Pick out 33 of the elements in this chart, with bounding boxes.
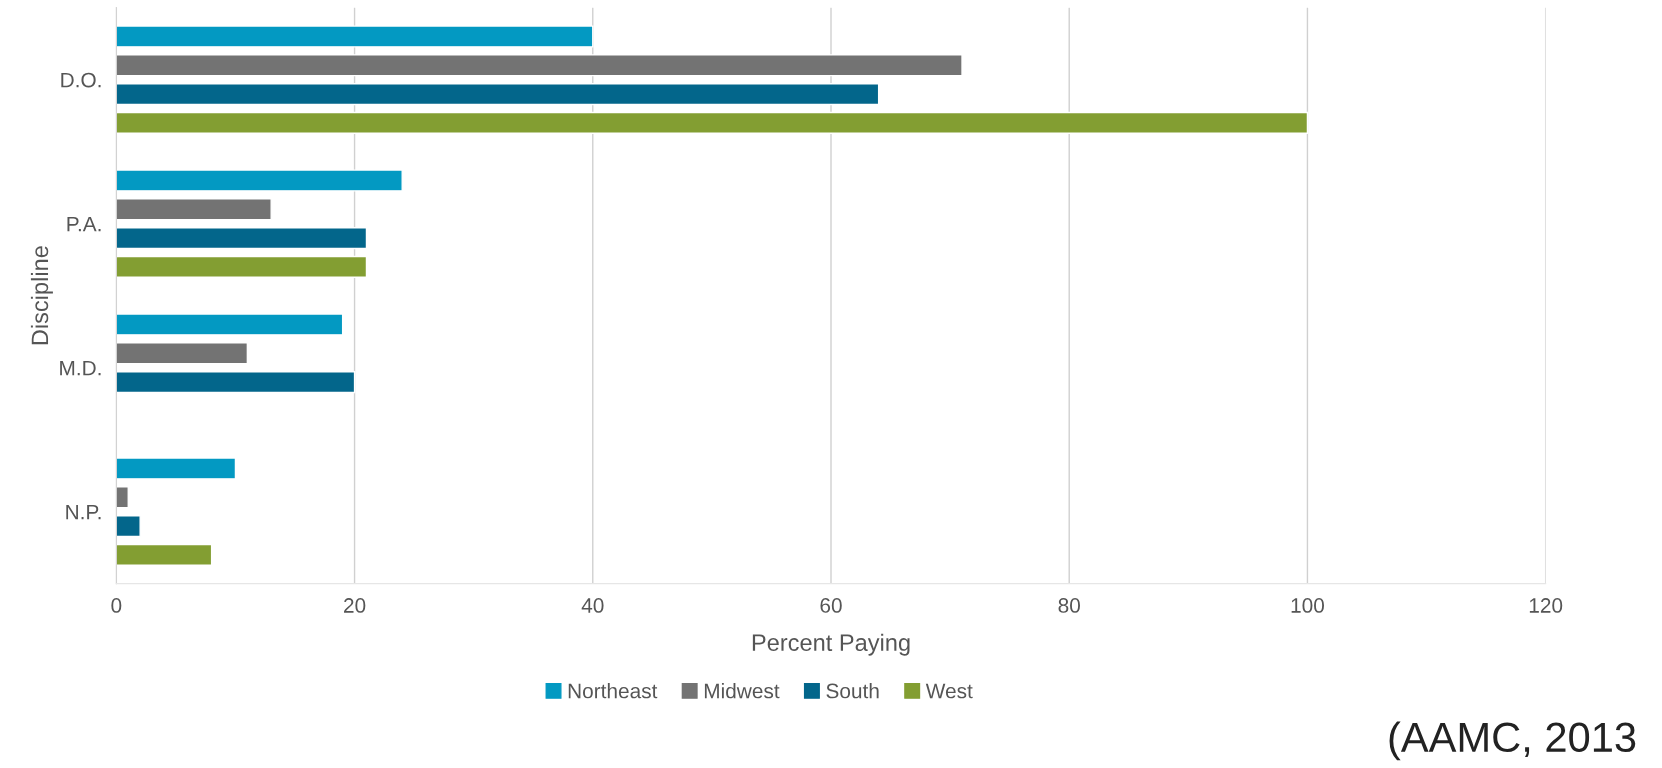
legend-label: Northeast xyxy=(568,683,658,699)
x-tick-label: 20 xyxy=(344,598,366,613)
bar xyxy=(116,169,403,192)
x-axis-title: Percent Paying xyxy=(752,633,910,656)
bar xyxy=(116,313,344,336)
bar xyxy=(116,255,368,278)
y-tick-label: N.P. xyxy=(66,504,101,520)
x-tick-label: 40 xyxy=(581,598,604,613)
bar xyxy=(116,198,272,221)
y-tick-label: P.A. xyxy=(67,216,101,232)
y-axis-title: Discipline xyxy=(30,246,53,345)
x-tick-label: 0 xyxy=(111,598,122,613)
bar xyxy=(116,25,594,48)
legend-label: South xyxy=(826,683,879,699)
x-tick-label: 100 xyxy=(1291,598,1325,613)
bar xyxy=(116,515,141,538)
x-tick-label: 80 xyxy=(1058,598,1080,613)
x-tick-label: 120 xyxy=(1529,598,1563,613)
legend-label: Midwest xyxy=(704,683,780,699)
bar xyxy=(116,54,963,77)
bar xyxy=(116,83,880,106)
x-tick-label: 60 xyxy=(820,598,842,613)
bar xyxy=(116,371,356,394)
bar xyxy=(116,486,129,509)
text: (AAMC, 2013 xyxy=(1389,721,1636,761)
legend-label: West xyxy=(925,683,973,699)
y-tick-label: M.D. xyxy=(60,360,101,376)
bar xyxy=(116,457,237,480)
bar xyxy=(116,342,249,365)
bar xyxy=(116,227,368,250)
y-tick-label: D.O. xyxy=(61,72,101,88)
bar xyxy=(116,543,213,566)
bar xyxy=(116,111,1309,134)
